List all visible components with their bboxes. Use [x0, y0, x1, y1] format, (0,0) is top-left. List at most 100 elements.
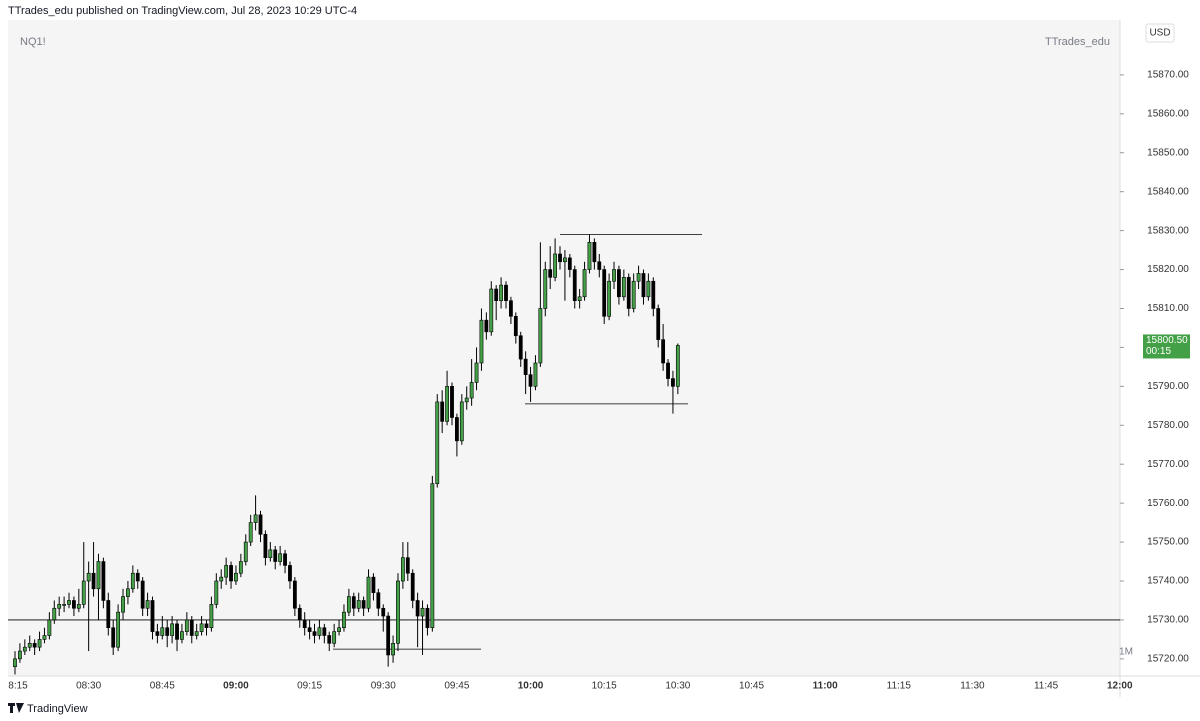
candle-body — [366, 576, 371, 609]
y-tick-label: 15780.00 — [1147, 420, 1189, 431]
plot-background — [8, 20, 1120, 676]
candle-body — [396, 580, 400, 644]
currency-box[interactable] — [1145, 23, 1175, 43]
candle-body — [518, 335, 523, 360]
x-tick-label: 10:45 — [739, 681, 764, 692]
candle-body — [126, 588, 130, 597]
candle-body — [425, 607, 430, 629]
candle-body — [563, 257, 567, 263]
candle-body — [283, 553, 287, 566]
candle-body — [288, 565, 292, 582]
candle-body — [72, 600, 76, 609]
countdown: 00:15 — [1146, 346, 1171, 357]
candle-body — [636, 273, 641, 282]
last-price-label: 15800.50 — [1146, 335, 1188, 346]
footer-logo — [8, 703, 24, 713]
y-tick-label: 15830.00 — [1147, 225, 1189, 236]
candle-body — [577, 296, 582, 301]
candle-body — [214, 580, 219, 605]
candle-body — [76, 604, 81, 609]
candle-body — [351, 596, 356, 609]
candle-body — [253, 514, 258, 523]
candle-body — [509, 300, 513, 317]
symbol: NQ1! — [20, 36, 46, 48]
candle-body — [440, 401, 445, 422]
candle-body — [381, 607, 386, 617]
candle-body — [445, 386, 449, 422]
candle-body — [346, 596, 351, 613]
candle-body — [484, 319, 489, 333]
candle-body — [548, 269, 553, 278]
candle-body — [150, 600, 155, 632]
candle-body — [234, 572, 238, 582]
candle-body — [62, 604, 67, 606]
candle-body — [607, 280, 612, 317]
candle-body — [499, 284, 503, 301]
candle-body — [145, 600, 150, 609]
candle-body — [47, 619, 52, 636]
candle-body — [361, 600, 366, 609]
candle-body — [160, 627, 165, 636]
y-tick-label: 15740.00 — [1147, 576, 1189, 587]
candle-body — [420, 607, 425, 617]
candle-body — [450, 386, 454, 418]
candle-body — [238, 561, 243, 574]
candle-body — [469, 382, 474, 399]
candle-body — [523, 358, 528, 375]
y-tick-label: 15810.00 — [1147, 303, 1189, 314]
candle-body — [81, 580, 86, 605]
candle-body — [121, 596, 125, 613]
candle-body — [140, 580, 145, 609]
candle-body — [582, 269, 587, 298]
candle-body — [538, 308, 543, 364]
candle-body — [170, 623, 175, 636]
candle-body — [626, 277, 631, 309]
x-tick-label: 10:30 — [665, 681, 690, 692]
candle-body — [22, 646, 27, 652]
x-tick-label: 09:00 — [223, 681, 249, 692]
y-tick-label: 15860.00 — [1147, 108, 1189, 119]
currency[interactable]: USD — [1149, 28, 1170, 39]
candle-body — [592, 242, 597, 263]
candle-body — [155, 631, 160, 636]
candle-body — [513, 315, 518, 337]
candle-body — [86, 572, 91, 582]
candle-body — [297, 607, 302, 621]
candle-body — [135, 572, 140, 582]
candle-body — [219, 576, 224, 582]
y-tick-label: 15790.00 — [1147, 381, 1189, 392]
candles — [13, 234, 680, 675]
candle-body — [96, 561, 101, 590]
candle-body — [204, 623, 209, 629]
candle-body — [656, 308, 661, 340]
x-tick-label: 11:45 — [1034, 681, 1059, 692]
candle-body — [229, 565, 233, 582]
candle-body — [258, 514, 263, 535]
x-tick-label: 09:30 — [371, 681, 396, 692]
candle-body — [111, 627, 116, 648]
candle-body — [641, 273, 646, 298]
candle-body — [489, 288, 494, 333]
candle-body — [646, 280, 651, 298]
candle-body — [224, 565, 229, 578]
header: TTrades_edu published on TradingView.com… — [8, 5, 357, 17]
candle-body — [371, 576, 376, 593]
candle-body — [32, 642, 37, 648]
candle-body — [410, 572, 415, 601]
candle-body — [391, 642, 395, 656]
candle-body — [464, 397, 469, 403]
candle-body — [67, 600, 71, 605]
candle-body — [57, 604, 62, 609]
footer: TradingView — [27, 703, 88, 715]
y-tick-label: 15730.00 — [1147, 615, 1189, 626]
candle-body — [494, 288, 499, 301]
candle-body — [189, 619, 194, 636]
candle-body — [199, 623, 204, 632]
candle-body — [116, 611, 121, 648]
candle-body — [327, 635, 332, 644]
candle-body — [165, 627, 170, 636]
candle-body — [504, 284, 508, 301]
candle-body — [675, 345, 680, 387]
